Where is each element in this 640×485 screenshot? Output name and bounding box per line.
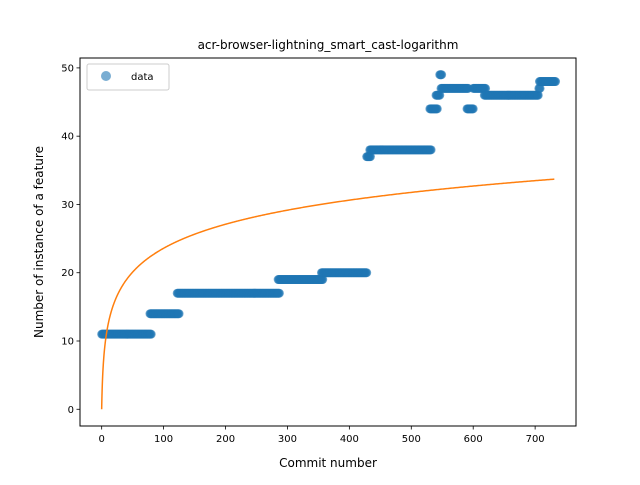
data-point [551, 77, 561, 87]
data-point [435, 90, 445, 100]
axes-frame [79, 57, 577, 427]
data-point [535, 83, 545, 93]
legend: data [86, 63, 170, 91]
x-tick-label: 600 [464, 434, 483, 445]
plot-area [97, 70, 561, 410]
data-point [146, 329, 156, 339]
data-point [481, 83, 491, 93]
y-tick-label: 40 [61, 132, 74, 143]
fit-line [100, 178, 555, 410]
y-tick-label: 0 [68, 405, 74, 416]
x-tick-label: 300 [278, 434, 297, 445]
x-tick-label: 400 [340, 434, 359, 445]
y-tick-label: 50 [61, 63, 74, 74]
data-point [533, 90, 543, 100]
data-point [426, 145, 436, 155]
legend-label-data: data [131, 72, 154, 83]
data-point [274, 288, 284, 298]
x-tick-label: 0 [98, 434, 104, 445]
y-axis-label: Number of instance of a feature [32, 146, 46, 338]
data-point [437, 70, 447, 80]
x-tick-label: 100 [154, 434, 173, 445]
legend-box [86, 63, 170, 91]
data-point [174, 309, 184, 319]
legend-marker-data [101, 71, 111, 81]
chart-title: acr-browser-lightning_smart_cast-logarit… [198, 38, 459, 52]
data-point [365, 152, 375, 162]
series-data [97, 70, 561, 339]
y-axis-ticks: 0 10 20 30 40 50 [61, 63, 80, 416]
y-tick-label: 30 [61, 200, 74, 211]
x-tick-label: 500 [402, 434, 421, 445]
x-tick-label: 200 [216, 434, 235, 445]
x-tick-label: 700 [526, 434, 545, 445]
data-point [468, 104, 478, 114]
x-axis-label: Commit number [279, 456, 377, 470]
data-point [432, 104, 442, 114]
y-tick-label: 10 [61, 336, 74, 347]
x-axis-ticks: 0 100 200 300 400 500 600 700 [98, 426, 545, 445]
data-point [362, 268, 372, 278]
data-point [318, 275, 328, 285]
y-tick-label: 20 [61, 268, 74, 279]
